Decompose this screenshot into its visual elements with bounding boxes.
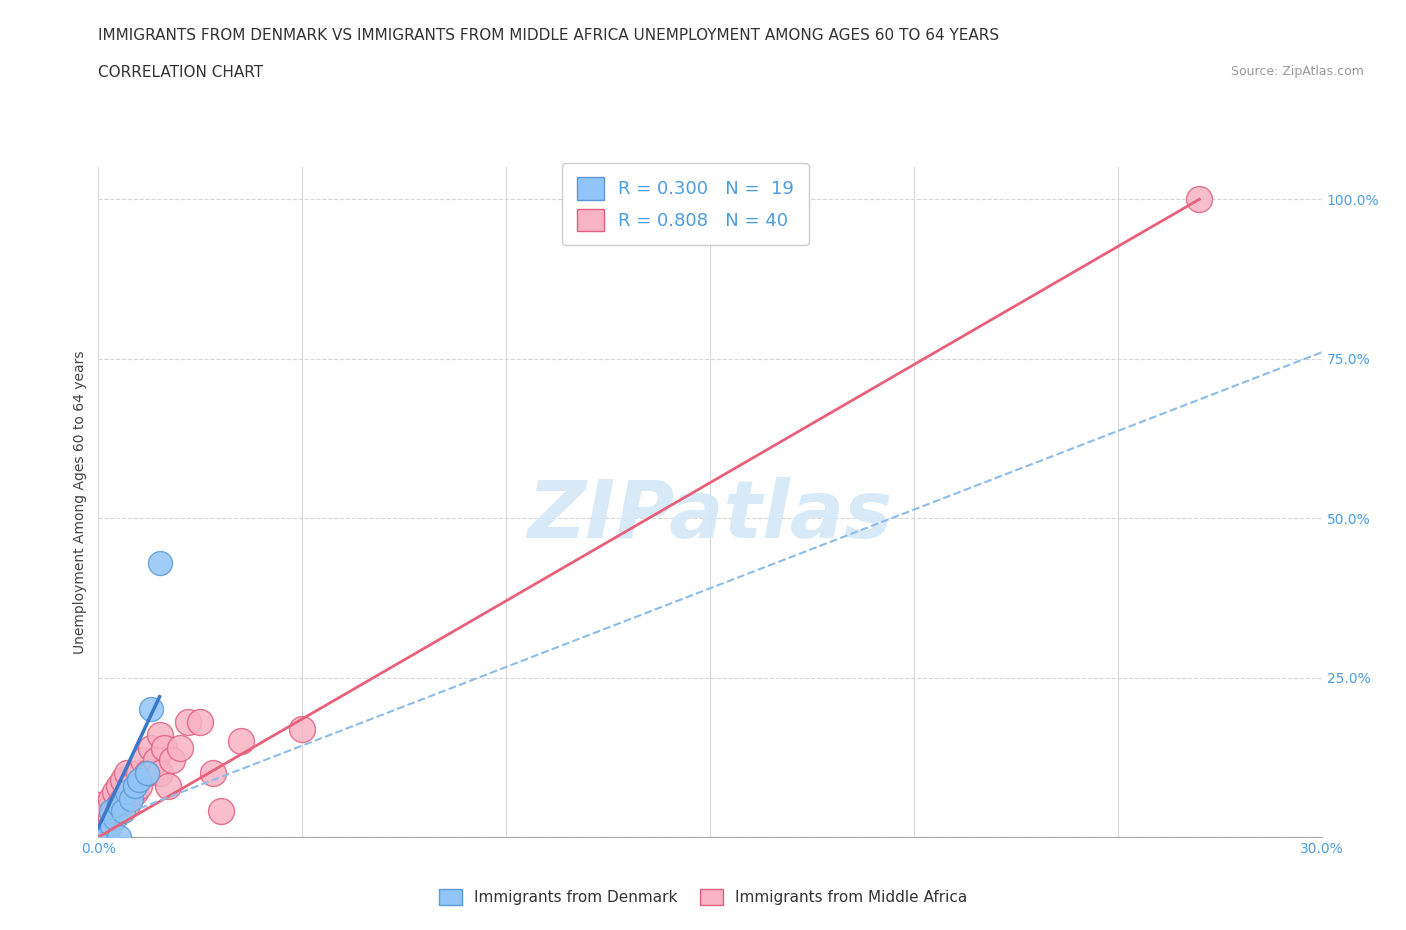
Y-axis label: Unemployment Among Ages 60 to 64 years: Unemployment Among Ages 60 to 64 years bbox=[73, 351, 87, 654]
Point bbox=[124, 785, 146, 800]
Point bbox=[104, 804, 127, 819]
Point bbox=[111, 772, 134, 787]
Point bbox=[152, 740, 174, 755]
Point bbox=[136, 765, 159, 780]
Text: ZIPatlas: ZIPatlas bbox=[527, 476, 893, 554]
Point bbox=[87, 804, 110, 819]
Point bbox=[87, 830, 110, 844]
Point bbox=[100, 804, 122, 819]
Point bbox=[100, 817, 122, 831]
Point bbox=[160, 753, 183, 768]
Point bbox=[177, 715, 200, 730]
Point bbox=[87, 830, 110, 844]
Text: Source: ZipAtlas.com: Source: ZipAtlas.com bbox=[1230, 65, 1364, 78]
Point bbox=[132, 753, 155, 768]
Point bbox=[149, 727, 172, 742]
Point bbox=[111, 804, 134, 819]
Point bbox=[87, 830, 110, 844]
Legend: Immigrants from Denmark, Immigrants from Middle Africa: Immigrants from Denmark, Immigrants from… bbox=[432, 882, 974, 913]
Point bbox=[100, 791, 122, 806]
Point bbox=[201, 765, 224, 780]
Point bbox=[136, 765, 159, 780]
Point bbox=[120, 791, 142, 806]
Point bbox=[104, 810, 127, 825]
Point bbox=[128, 772, 150, 787]
Point bbox=[149, 555, 172, 570]
Point bbox=[96, 830, 118, 844]
Point bbox=[128, 765, 150, 780]
Point bbox=[108, 798, 131, 813]
Point bbox=[87, 798, 110, 813]
Point bbox=[1188, 192, 1211, 206]
Point bbox=[115, 798, 138, 813]
Point bbox=[115, 765, 138, 780]
Point bbox=[188, 715, 212, 730]
Point bbox=[108, 778, 131, 793]
Point bbox=[209, 804, 232, 819]
Point bbox=[291, 721, 314, 736]
Point bbox=[87, 830, 110, 844]
Point bbox=[96, 830, 118, 844]
Point bbox=[156, 778, 179, 793]
Point bbox=[96, 817, 118, 831]
Point bbox=[124, 778, 146, 793]
Point bbox=[120, 778, 142, 793]
Point bbox=[141, 702, 163, 717]
Point bbox=[145, 753, 167, 768]
Point bbox=[100, 810, 122, 825]
Point bbox=[231, 734, 253, 749]
Point bbox=[87, 830, 110, 844]
Point bbox=[91, 830, 114, 844]
Text: CORRELATION CHART: CORRELATION CHART bbox=[98, 65, 263, 80]
Point bbox=[169, 740, 191, 755]
Point bbox=[87, 817, 110, 831]
Text: IMMIGRANTS FROM DENMARK VS IMMIGRANTS FROM MIDDLE AFRICA UNEMPLOYMENT AMONG AGES: IMMIGRANTS FROM DENMARK VS IMMIGRANTS FR… bbox=[98, 28, 1000, 43]
Point bbox=[111, 791, 134, 806]
Point bbox=[108, 798, 131, 813]
Legend: R = 0.300   N =  19, R = 0.808   N = 40: R = 0.300 N = 19, R = 0.808 N = 40 bbox=[562, 163, 808, 245]
Point bbox=[149, 765, 172, 780]
Point bbox=[104, 785, 127, 800]
Point bbox=[96, 804, 118, 819]
Point bbox=[108, 830, 131, 844]
Point bbox=[115, 785, 138, 800]
Point bbox=[141, 740, 163, 755]
Point bbox=[87, 830, 110, 844]
Point bbox=[128, 778, 150, 793]
Point bbox=[87, 830, 110, 844]
